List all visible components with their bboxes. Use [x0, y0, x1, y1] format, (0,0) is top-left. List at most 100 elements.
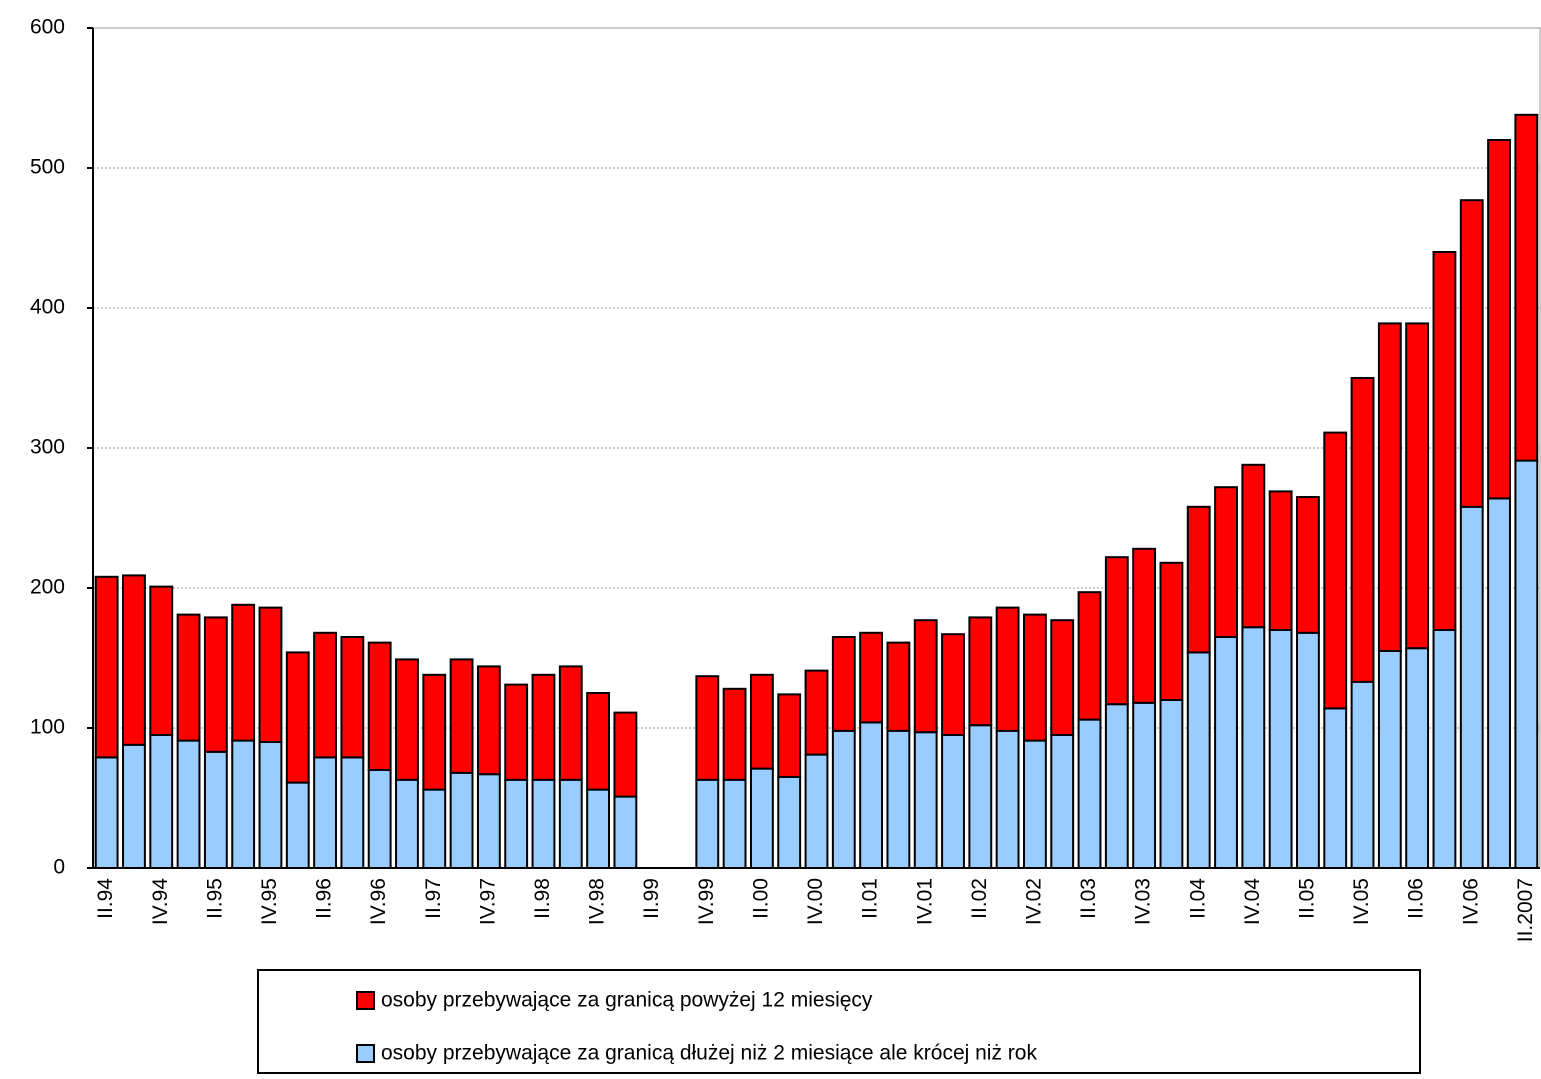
bar-segment — [1296, 631, 1320, 869]
bar-segment — [340, 636, 365, 759]
bar-segment — [122, 574, 146, 746]
bar-segment — [1186, 651, 1211, 870]
x-tick-label: IV.06 — [1459, 878, 1482, 925]
bar-segment — [1323, 431, 1348, 710]
bar-segment — [859, 721, 884, 870]
bar-segment — [1487, 139, 1511, 500]
bar-segment — [313, 631, 337, 759]
bar-segment — [777, 693, 802, 779]
bar-segment — [941, 734, 965, 869]
bar-segment — [558, 778, 583, 869]
bar-segment — [531, 778, 556, 869]
bar-segment — [1377, 650, 1402, 869]
bar-segment — [258, 741, 283, 869]
bar-segment — [558, 665, 583, 781]
bar-segment — [422, 673, 447, 791]
bar-segment — [804, 669, 829, 756]
bar-segment — [313, 756, 337, 870]
bar-segment — [1405, 322, 1430, 650]
y-tick-label: 400 — [30, 296, 65, 319]
x-tick-label: IV.95 — [258, 878, 281, 925]
bar-segment — [749, 673, 774, 770]
x-tick-label: II.2007 — [1514, 878, 1537, 942]
bar-segment — [231, 739, 256, 869]
bar-segment — [1077, 718, 1102, 869]
bar-segment — [367, 641, 392, 771]
x-tick-label: II.97 — [422, 878, 445, 919]
x-tick-label: IV.02 — [1022, 878, 1045, 925]
x-tick-label: II.05 — [1295, 878, 1318, 919]
bar-segment — [231, 603, 256, 742]
legend-label: osoby przebywające za granicą dłużej niż… — [381, 1042, 1037, 1065]
bar-segment — [913, 731, 938, 870]
bar-segment — [831, 729, 856, 869]
bar-segment — [422, 788, 447, 869]
x-tick-label: II.02 — [968, 878, 991, 919]
x-tick-label: II.96 — [313, 878, 336, 919]
bar-segment — [1104, 703, 1129, 870]
bar-segment — [613, 795, 638, 869]
bar-segment — [1268, 629, 1293, 869]
bar-segment — [203, 750, 228, 869]
bar-segment — [1050, 734, 1075, 869]
x-tick-label: II.98 — [531, 878, 554, 919]
y-tick-label: 0 — [53, 856, 65, 879]
bar-segment — [1459, 505, 1484, 869]
bar-segment — [476, 773, 501, 870]
bar-segment — [1296, 496, 1320, 634]
bar-segment — [1050, 619, 1075, 737]
x-tick-label: II.06 — [1405, 878, 1428, 919]
bar-segment — [886, 641, 911, 732]
bar-segment — [1241, 463, 1266, 629]
y-tick-label: 500 — [30, 156, 65, 179]
bar-segment — [285, 781, 310, 869]
bar-segment — [831, 636, 856, 732]
bar-segment — [149, 585, 174, 736]
bar-segment — [777, 776, 802, 869]
bar-segment — [586, 692, 611, 791]
legend-swatch — [356, 1044, 375, 1063]
y-tick-label: 600 — [30, 16, 65, 39]
bar-segment — [258, 606, 283, 743]
x-tick-label: IV.94 — [149, 878, 172, 925]
x-tick-label: IV.05 — [1350, 878, 1373, 925]
bar-segment — [395, 658, 419, 781]
bar-segment — [285, 651, 310, 784]
x-tick-label: IV.03 — [1132, 878, 1155, 925]
bar-segment — [122, 743, 146, 869]
bar-segment — [749, 767, 774, 869]
x-tick-label: II.95 — [203, 878, 226, 919]
bar-segment — [176, 739, 201, 869]
bar-segment — [1159, 561, 1184, 701]
legend-box — [257, 969, 1421, 1074]
x-tick-label: IV.04 — [1241, 878, 1264, 925]
bar-segment — [886, 729, 911, 869]
bar-segment — [695, 675, 720, 781]
bar-segment — [1077, 591, 1102, 721]
bar-segment — [913, 619, 938, 734]
bar-segment — [995, 729, 1020, 869]
bar-segment — [613, 711, 638, 798]
bar-segment — [1350, 680, 1375, 869]
bar-segment — [1405, 647, 1430, 870]
bar-segment — [804, 753, 829, 869]
bar-segment — [586, 788, 611, 869]
bar-segment — [1432, 251, 1457, 631]
bar-segment — [695, 778, 720, 869]
bar-segment — [1132, 701, 1157, 869]
x-tick-label: II.01 — [859, 878, 882, 919]
bar-segment — [1350, 377, 1375, 683]
bar-segment — [94, 756, 119, 870]
x-tick-label: IV.96 — [367, 878, 390, 925]
x-tick-label: II.99 — [640, 878, 663, 919]
x-tick-label: II.94 — [94, 878, 117, 919]
bar-segment — [449, 658, 474, 774]
bar-segment — [968, 724, 993, 870]
bar-segment — [149, 734, 174, 869]
bar-segment — [1432, 629, 1457, 869]
bar-segment — [1514, 459, 1539, 869]
x-tick-label: IV.97 — [476, 878, 499, 925]
bar-segment — [476, 665, 501, 776]
bar-segment — [1323, 707, 1348, 870]
